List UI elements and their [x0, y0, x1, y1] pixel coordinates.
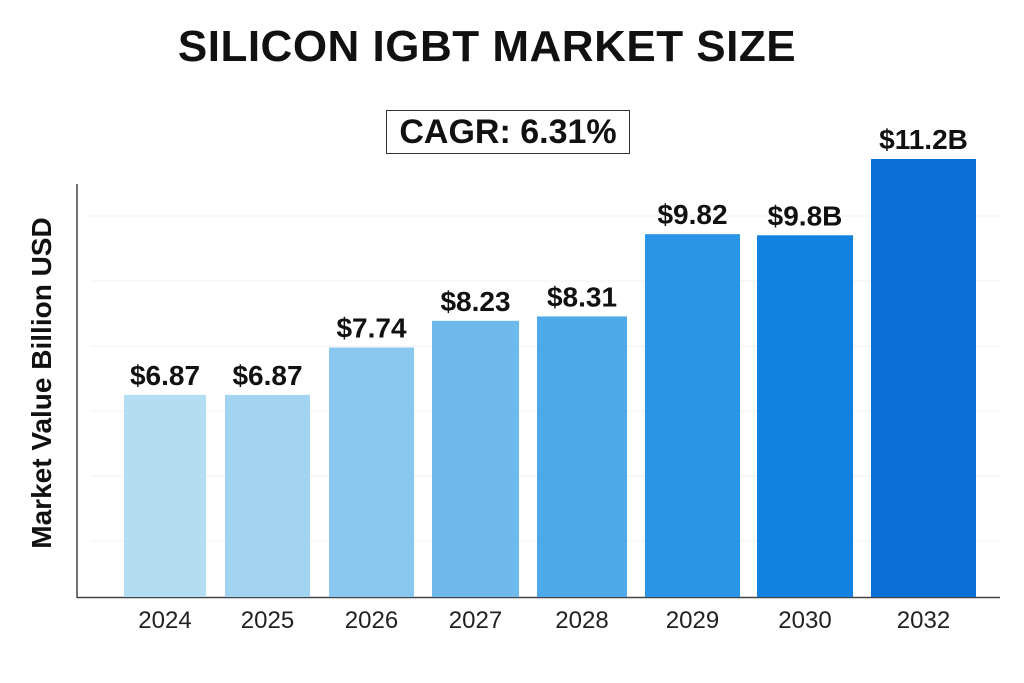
- data-label-2029: $9.82: [657, 199, 727, 230]
- bar-2029: [645, 234, 740, 597]
- data-label-2025: $6.87: [232, 360, 302, 391]
- x-tick-label-2028: 2028: [555, 607, 608, 634]
- data-label-2030: $9.8B: [768, 200, 843, 231]
- data-label-2024: $6.87: [130, 360, 200, 391]
- data-label-2026: $7.74: [336, 312, 406, 343]
- x-tick-label-2024: 2024: [138, 607, 191, 634]
- data-label-2027: $8.23: [440, 286, 510, 317]
- bar-2025: [225, 394, 310, 597]
- bar-2026: [329, 347, 414, 597]
- bar-2032: [871, 159, 976, 597]
- bar-2028: [537, 316, 627, 597]
- cagr-annotation: CAGR: 6.31%: [386, 110, 630, 154]
- x-tick-label-2025: 2025: [241, 607, 294, 634]
- bar-2027: [432, 320, 519, 597]
- chart-title: SILICON IGBT MARKET SIZE: [177, 22, 797, 71]
- x-tick-label-2027: 2027: [449, 607, 502, 634]
- x-tick-label-2029: 2029: [666, 607, 719, 634]
- data-label-2032: $11.2B: [879, 124, 968, 155]
- bar-2030: [757, 235, 853, 597]
- data-label-2028: $8.31: [547, 281, 617, 312]
- x-tick-label-2030: 2030: [778, 607, 831, 634]
- x-tick-label-2032: 2032: [897, 607, 950, 634]
- x-tick-label-2026: 2026: [345, 607, 398, 634]
- bar-2024: [124, 394, 206, 597]
